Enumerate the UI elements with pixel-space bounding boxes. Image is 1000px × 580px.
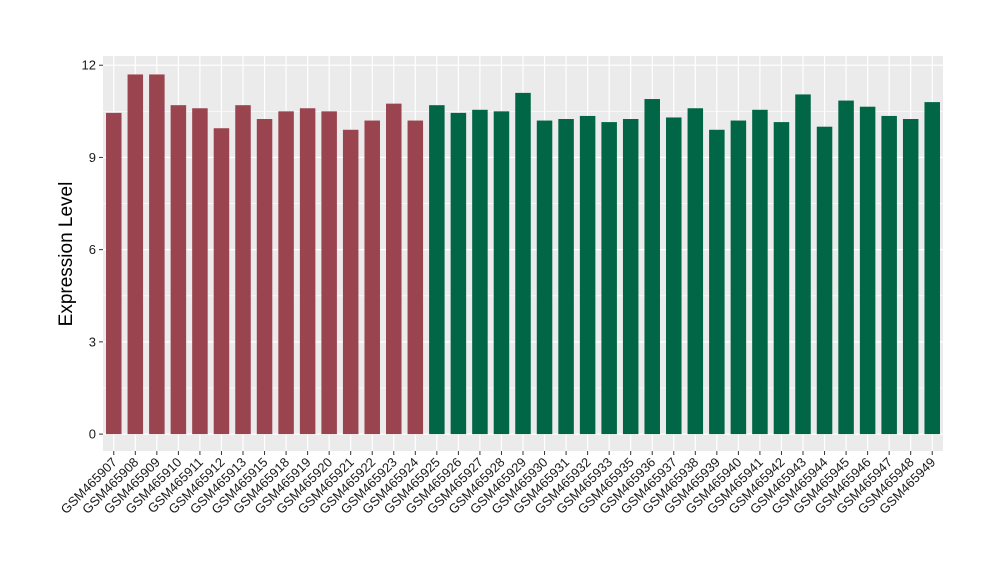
bar-GSM465940 xyxy=(730,120,747,435)
bar-GSM465938 xyxy=(687,108,704,435)
bar-GSM465935 xyxy=(622,119,639,435)
bar-GSM465911 xyxy=(192,108,208,435)
bar-GSM465925 xyxy=(429,105,445,435)
bar-GSM465947 xyxy=(881,115,897,435)
bars xyxy=(106,74,940,435)
y-axis-title: Expression Level xyxy=(56,182,77,327)
bar-GSM465949 xyxy=(924,102,940,435)
bar-GSM465908 xyxy=(127,74,144,435)
bar-GSM465936 xyxy=(644,99,660,435)
bar-GSM465928 xyxy=(493,111,510,435)
bar-GSM465918 xyxy=(278,111,294,435)
bar-GSM465926 xyxy=(450,112,467,435)
bar-GSM465920 xyxy=(321,111,337,435)
y-axis: 0 3 6 9 12 xyxy=(82,58,103,442)
bar-GSM465939 xyxy=(709,129,725,435)
y-tick-label: 6 xyxy=(89,242,96,257)
x-axis: GSM465907GSM465908GSM465909GSM465910GSM4… xyxy=(58,451,938,517)
bar-GSM465937 xyxy=(666,117,682,435)
bar-GSM465941 xyxy=(752,109,768,435)
y-tick-label: 3 xyxy=(89,334,96,349)
y-tick-label: 0 xyxy=(89,427,96,442)
bar-GSM465943 xyxy=(795,94,811,435)
bar-GSM465942 xyxy=(773,122,790,435)
y-tick-label: 9 xyxy=(89,150,96,165)
bar-GSM465932 xyxy=(579,115,596,435)
bar-GSM465909 xyxy=(149,74,165,435)
bar-GSM465930 xyxy=(536,120,553,435)
bar-GSM465946 xyxy=(859,106,876,435)
bar-GSM465929 xyxy=(515,92,531,435)
bar-GSM465922 xyxy=(364,120,380,435)
bar-GSM465912 xyxy=(213,128,230,435)
bar-GSM465923 xyxy=(386,103,402,435)
y-tick-label: 12 xyxy=(82,58,96,73)
bar-GSM465910 xyxy=(170,105,187,435)
bar-GSM465915 xyxy=(256,119,273,435)
bar-GSM465927 xyxy=(472,109,488,435)
bar-GSM465907 xyxy=(106,112,122,435)
bar-GSM465933 xyxy=(601,122,617,435)
bar-GSM465919 xyxy=(299,108,316,435)
bar-GSM465924 xyxy=(407,120,424,435)
bar-GSM465913 xyxy=(235,105,251,435)
bar-GSM465931 xyxy=(558,119,574,435)
bar-GSM465921 xyxy=(342,129,359,435)
bar-GSM465948 xyxy=(902,119,919,435)
bar-GSM465944 xyxy=(816,126,833,435)
bar-GSM465945 xyxy=(838,100,854,435)
